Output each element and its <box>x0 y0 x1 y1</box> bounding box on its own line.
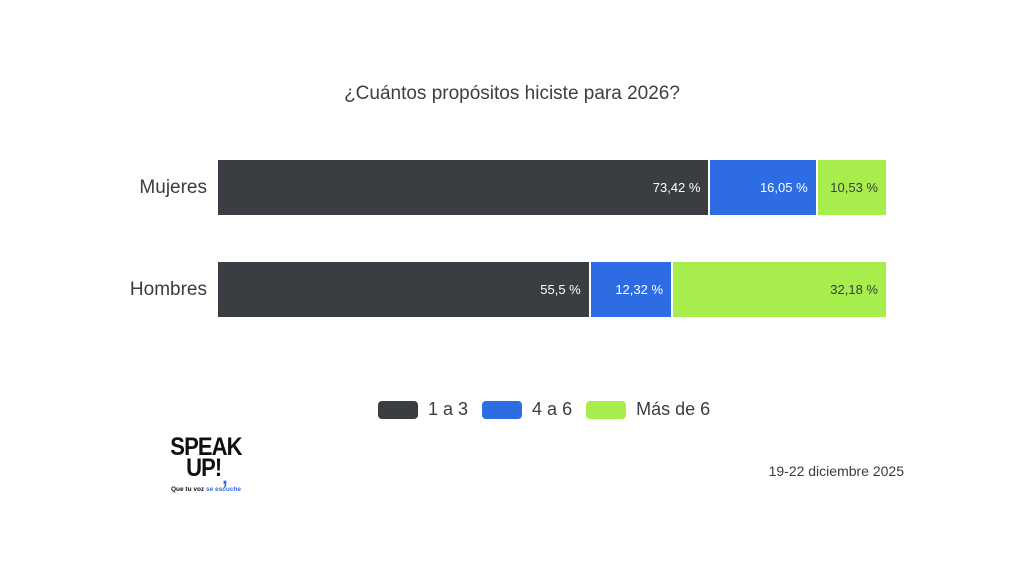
legend-item: Más de 6 <box>586 399 710 420</box>
speak-up-logo: SPEAK UP!, Que tu voz se escuche <box>164 433 248 494</box>
survey-date-range: 19-22 diciembre 2025 <box>768 463 904 479</box>
stacked-bar: 55,5 % 12,32 % 32,18 % <box>218 262 886 317</box>
legend-swatch <box>586 400 627 419</box>
category-label: Hombres <box>129 279 207 300</box>
legend: 1 a 3 4 a 6 Más de 6 <box>378 399 724 420</box>
logo-text-up: UP!, <box>186 454 228 489</box>
legend-label: 1 a 3 <box>428 399 469 419</box>
bar-segment-label: 32,18 % <box>830 282 878 297</box>
legend-swatch <box>482 400 523 419</box>
bar-segment: 55,5 % <box>218 262 589 317</box>
bar-segment: 73,42 % <box>218 160 709 215</box>
legend-item: 1 a 3 <box>378 399 468 420</box>
bar-segment-label: 12,32 % <box>615 282 664 297</box>
legend-label: 4 a 6 <box>532 399 573 419</box>
category-label: Mujeres <box>139 177 207 198</box>
logo-tagline-dark: Que tu voz <box>170 486 206 493</box>
legend-label: Más de 6 <box>636 399 711 419</box>
chart-title: ¿Cuántos propósitos hiciste para 2026? <box>344 83 680 104</box>
legend-swatch <box>378 400 418 419</box>
bar-segment: 16,05 % <box>708 160 816 215</box>
bar-segment-label: 73,42 % <box>652 180 701 195</box>
bar-segment-label: 10,53 % <box>830 180 878 195</box>
logo-tagline: Que tu voz se escuche <box>164 486 248 493</box>
logo-text-speak: SPEAK <box>170 433 242 461</box>
bar-segment: 12,32 % <box>588 262 672 317</box>
stacked-bar: 73,42 % 16,05 % 10,53 % <box>218 160 886 215</box>
bar-segment: 10,53 % <box>815 160 886 215</box>
bar-segment: 32,18 % <box>671 262 886 317</box>
bar-segment-label: 16,05 % <box>759 180 808 195</box>
logo-comma-mark: , <box>222 464 227 489</box>
legend-item: 4 a 6 <box>482 399 572 420</box>
logo-tagline-blue: se escuche <box>205 486 242 493</box>
bar-segment-label: 55,5 % <box>540 282 581 297</box>
